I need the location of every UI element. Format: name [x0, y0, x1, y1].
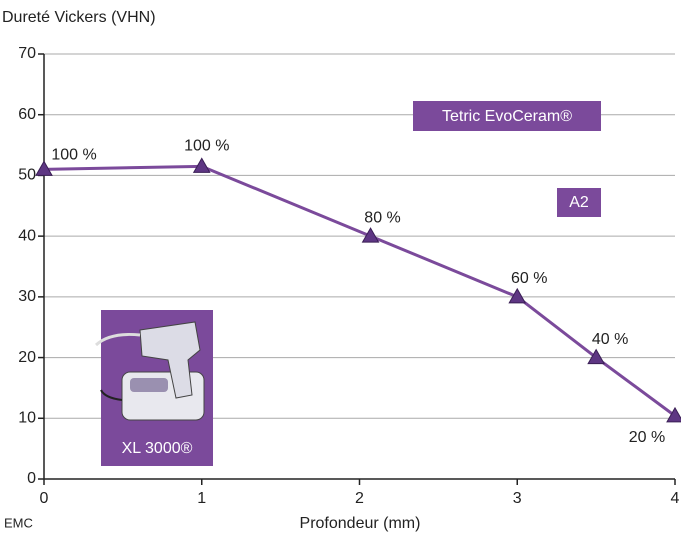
- marker: [587, 348, 605, 365]
- x-tick-label: 4: [671, 490, 680, 507]
- device-image: [94, 310, 213, 430]
- point-label: 20 %: [629, 429, 665, 446]
- y-tick-label: 30: [18, 288, 36, 305]
- point-label: 60 %: [511, 270, 547, 287]
- device-label-box: [101, 430, 213, 466]
- marker: [508, 287, 527, 304]
- marker: [35, 160, 53, 176]
- point-label: 40 %: [592, 331, 628, 348]
- point-label: 80 %: [364, 209, 400, 226]
- x-tick-label: 0: [40, 490, 49, 507]
- marker: [361, 227, 380, 243]
- x-tick-label: 3: [513, 490, 522, 507]
- shade-box: [557, 188, 601, 217]
- marker: [666, 406, 681, 423]
- y-tick-label: 10: [18, 410, 36, 427]
- point-label: 100 %: [184, 138, 229, 155]
- y-tick-label: 20: [18, 349, 36, 366]
- logo: EMC: [4, 515, 33, 530]
- y-tick-label: 0: [27, 470, 36, 487]
- y-tick-label: 70: [18, 45, 36, 62]
- x-tick-label: 2: [355, 490, 364, 507]
- y-axis-label: Dureté Vickers (VHN): [2, 9, 156, 26]
- shade-label: A2: [569, 194, 589, 211]
- legend-entry: Tetric EvoCeram®: [442, 108, 572, 125]
- point-label: 100 %: [51, 147, 96, 164]
- marker: [192, 157, 211, 173]
- legend-box: [413, 101, 601, 131]
- line: [43, 164, 676, 418]
- plot: 0 10 20 30 40 50 60 70 0 1 2 3 4 100 % 100 % 80 % 60 % 40…: [18, 45, 681, 507]
- x-tick-label: 1: [197, 490, 206, 507]
- device-label: XL 3000®: [122, 440, 193, 457]
- y-tick-label: 50: [18, 167, 36, 184]
- y-tick-label: 40: [18, 227, 36, 244]
- y-tick-label: 60: [18, 106, 36, 123]
- x-axis-label: Profondeur (mm): [300, 515, 421, 532]
